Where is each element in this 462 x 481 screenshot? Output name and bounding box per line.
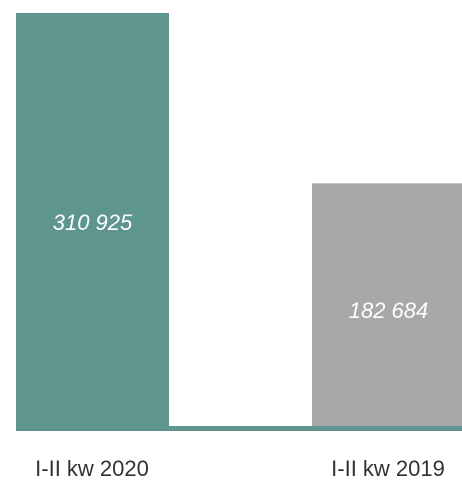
bar-0 [16, 13, 169, 426]
category-labels-group: I-II kw 2020 I-II kw 2019 [35, 456, 445, 481]
bars-group [16, 13, 462, 426]
bar-1 [312, 183, 462, 426]
bar-value-label-0: 310 925 [53, 210, 133, 235]
category-label-0: I-II kw 2020 [35, 456, 149, 481]
value-labels-group: 310 925 182 684 [53, 210, 429, 323]
category-label-1: I-II kw 2019 [331, 456, 445, 481]
bar-value-label-1: 182 684 [349, 298, 429, 323]
